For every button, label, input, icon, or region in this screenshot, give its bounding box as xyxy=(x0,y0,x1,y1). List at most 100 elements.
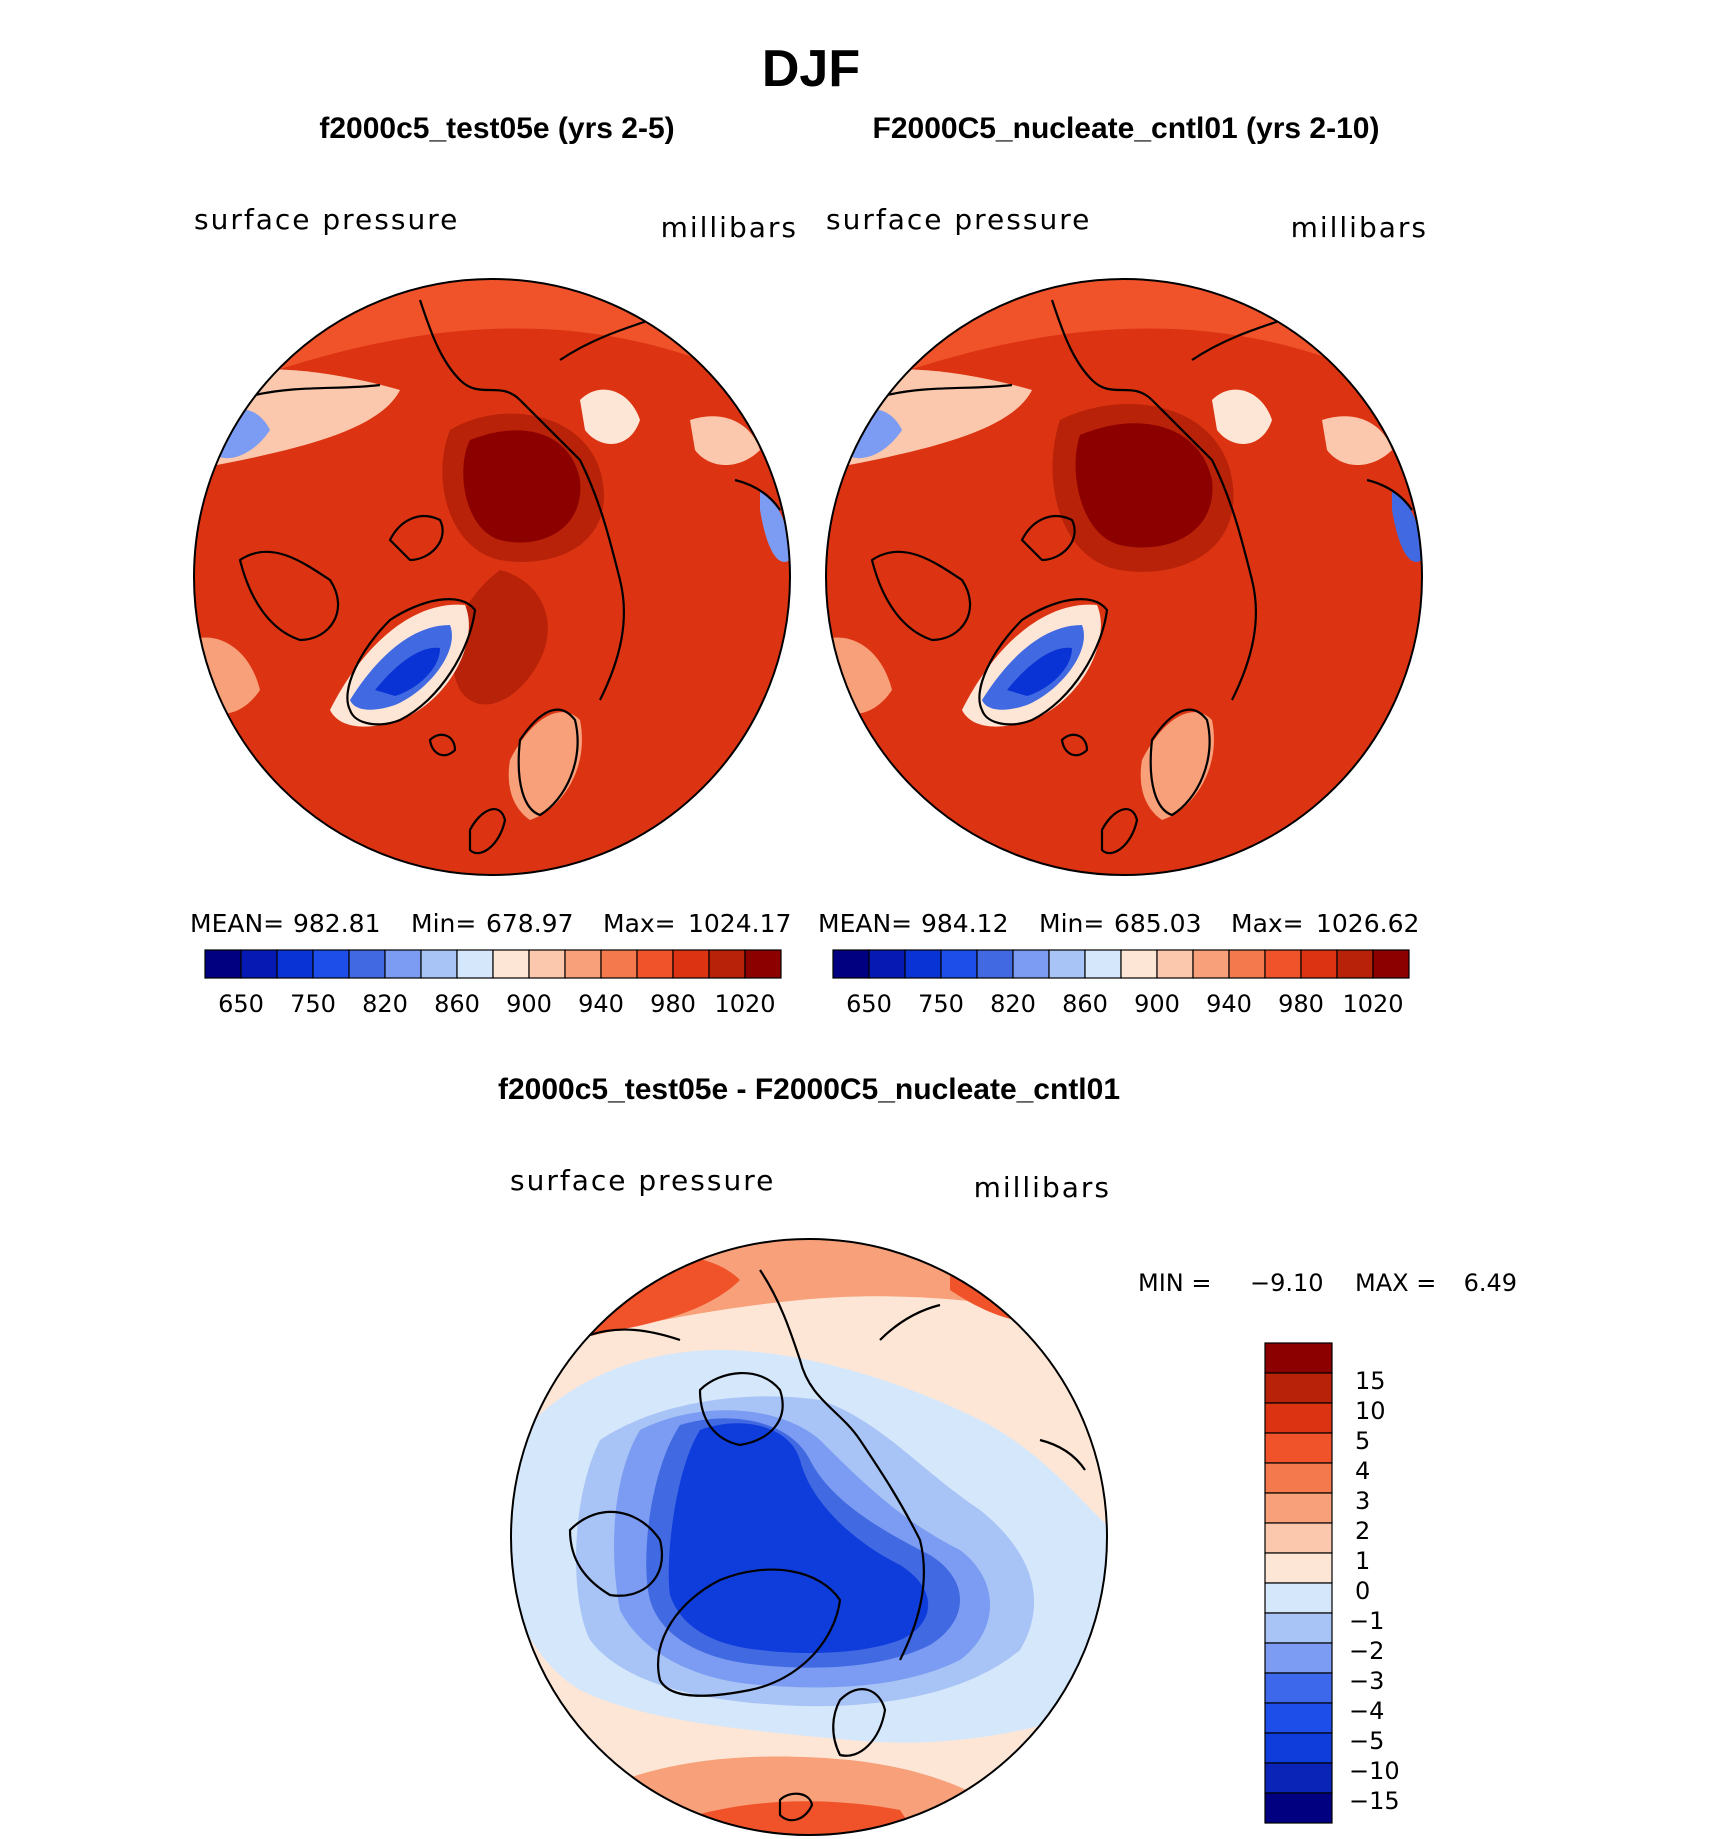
map-boundary xyxy=(510,1238,1108,1836)
colorbar-swatch xyxy=(1264,1492,1333,1524)
colorbar-tick: 820 xyxy=(362,990,408,1018)
colorbar-swatch xyxy=(1264,1372,1333,1404)
colorbar-tick: −3 xyxy=(1349,1667,1384,1695)
mean-value: 982.81 xyxy=(293,909,380,938)
colorbar-swatch xyxy=(1048,949,1086,979)
min-label: Min= xyxy=(1039,909,1104,938)
colorbar xyxy=(1264,1342,1333,1824)
colorbar-tick: 750 xyxy=(290,990,336,1018)
colorbar-swatch xyxy=(1264,1342,1333,1374)
units-label: millibars xyxy=(1291,211,1428,244)
colorbar-tick: 900 xyxy=(1134,990,1180,1018)
colorbar-swatch xyxy=(1264,1792,1333,1824)
colorbar-tick: 900 xyxy=(506,990,552,1018)
map-boundary xyxy=(193,278,791,876)
colorbar-swatch xyxy=(904,949,942,979)
colorbar-tick: 4 xyxy=(1355,1457,1370,1485)
min-value: 685.03 xyxy=(1114,909,1201,938)
colorbar-tick: 940 xyxy=(1206,990,1252,1018)
colorbar-tick: 1020 xyxy=(1342,990,1403,1018)
colorbar-swatch xyxy=(420,949,458,979)
anomaly-negative xyxy=(668,1423,929,1653)
colorbar-tick: 10 xyxy=(1355,1397,1386,1425)
colorbar-tick: −10 xyxy=(1349,1757,1400,1785)
colorbar-swatch xyxy=(976,949,1014,979)
pressure-high-core xyxy=(1075,423,1213,548)
panel-title: f2000c5_test05e (yrs 2-5) xyxy=(319,112,674,145)
min-value: −9.10 xyxy=(1250,1269,1324,1297)
colorbar-swatch xyxy=(744,949,782,979)
colorbar-tick: 940 xyxy=(578,990,624,1018)
colorbar-tick: −2 xyxy=(1349,1637,1384,1665)
colorbar-swatch xyxy=(1192,949,1230,979)
variable-label: surface pressure xyxy=(510,1164,775,1197)
colorbar-tick: 980 xyxy=(1278,990,1324,1018)
mean-value: 984.12 xyxy=(921,909,1008,938)
colorbar xyxy=(204,949,782,979)
colorbar-tick: 2 xyxy=(1355,1517,1370,1545)
colorbar-tick: 650 xyxy=(218,990,264,1018)
min-label: MIN = xyxy=(1138,1269,1211,1297)
colorbar-tick: −5 xyxy=(1349,1727,1384,1755)
colorbar-tick: 650 xyxy=(846,990,892,1018)
colorbar-swatch xyxy=(1264,1732,1333,1764)
mean-label: MEAN= xyxy=(818,909,912,938)
season-title: DJF xyxy=(762,40,860,98)
max-value: 6.49 xyxy=(1464,1269,1517,1297)
colorbar-swatch xyxy=(1264,1402,1333,1434)
colorbar-tick: 5 xyxy=(1355,1427,1370,1455)
colorbar-swatch xyxy=(1156,949,1194,979)
max-label: Max= xyxy=(1231,909,1304,938)
colorbar-swatch xyxy=(1264,949,1302,979)
greenland-pressure xyxy=(375,647,440,696)
colorbar-swatch xyxy=(832,949,870,979)
colorbar-swatch xyxy=(868,949,906,979)
stats-line: MEAN= 984.12 Min= 685.03 Max= 1026.62 xyxy=(818,909,1419,938)
colorbar-swatch xyxy=(940,949,978,979)
colorbar-swatch xyxy=(1228,949,1266,979)
colorbar-swatch xyxy=(636,949,674,979)
pressure-low-zone xyxy=(1322,416,1392,465)
colorbar-swatch xyxy=(384,949,422,979)
colorbar-tick: 3 xyxy=(1355,1487,1370,1515)
greenland-pressure xyxy=(1007,647,1072,696)
colorbar-swatch xyxy=(672,949,710,979)
panel-title: f2000c5_test05e - F2000C5_nucleate_cntl0… xyxy=(498,1073,1120,1106)
panel-test05e: f2000c5_test05e (yrs 2-5) surface pressu… xyxy=(190,112,798,1018)
colorbar-swatch xyxy=(1264,1582,1333,1614)
variable-label: surface pressure xyxy=(194,203,459,236)
colorbar-swatch xyxy=(564,949,602,979)
colorbar-swatch xyxy=(1264,1522,1333,1554)
colorbar-swatch xyxy=(1264,1432,1333,1464)
colorbar-tick: 1 xyxy=(1355,1547,1370,1575)
scandinavia-pressure xyxy=(508,712,582,820)
polar-map xyxy=(194,279,790,875)
colorbar-swatch xyxy=(1084,949,1122,979)
colorbar-ticks: 650 750 820 860 900 940 980 1020 xyxy=(218,990,775,1018)
pressure-high-core xyxy=(463,430,581,543)
colorbar-swatch xyxy=(1264,1702,1333,1734)
colorbar-swatch xyxy=(600,949,638,979)
pressure-low-zone xyxy=(1392,490,1422,562)
variable-label: surface pressure xyxy=(826,203,1091,236)
colorbar-tick: 750 xyxy=(918,990,964,1018)
max-label: Max= xyxy=(603,909,676,938)
colorbar-swatch xyxy=(528,949,566,979)
colorbar xyxy=(832,949,1410,979)
pressure-low-zone xyxy=(580,389,640,444)
pressure-high-ring xyxy=(452,570,548,705)
units-label: millibars xyxy=(661,211,798,244)
panel-difference: f2000c5_test05e - F2000C5_nucleate_cntl0… xyxy=(498,1073,1517,1836)
colorbar-swatch xyxy=(1264,1672,1333,1704)
min-label: Min= xyxy=(411,909,476,938)
colorbar-swatch xyxy=(456,949,494,979)
panel-title: F2000C5_nucleate_cntl01 (yrs 2-10) xyxy=(873,112,1380,145)
colorbar-tick: 860 xyxy=(1062,990,1108,1018)
colorbar-swatch xyxy=(276,949,314,979)
pressure-low-zone xyxy=(1212,389,1272,444)
colorbar-tick: 820 xyxy=(990,990,1036,1018)
colorbar-swatch xyxy=(1372,949,1410,979)
pressure-low-zone xyxy=(760,490,790,562)
mean-label: MEAN= xyxy=(190,909,284,938)
